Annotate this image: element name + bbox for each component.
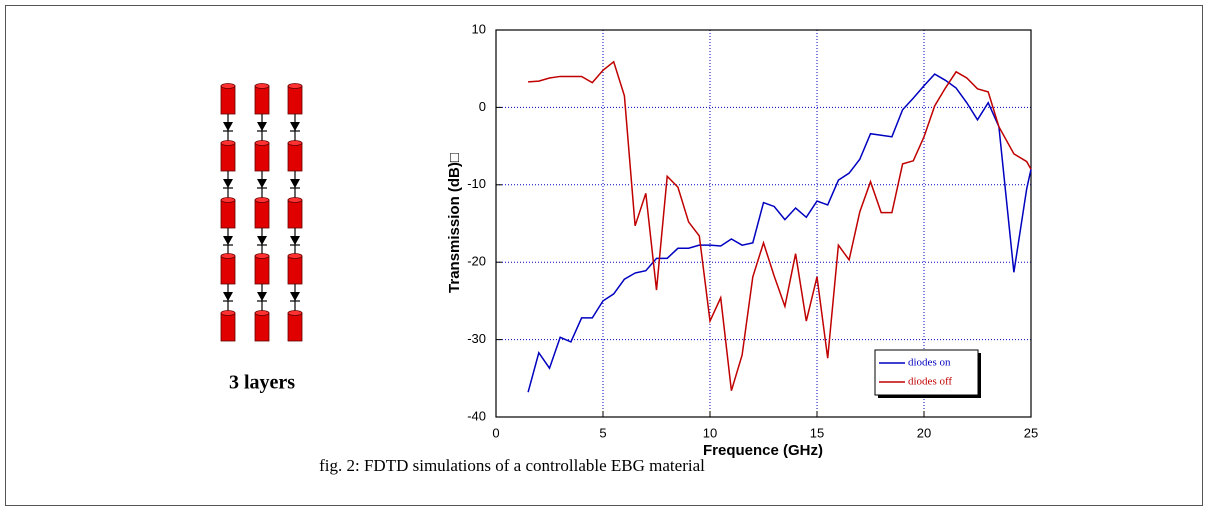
cylinder [220,142,236,172]
x-tick-label: 25 [1024,425,1038,440]
illustration [220,83,303,342]
cylinder [254,142,270,172]
illustration-label: 3 layers [229,372,295,394]
x-tick-label: 15 [810,425,824,440]
cylinder [287,85,303,115]
x-tick-label: 5 [599,425,606,440]
diode [223,122,233,131]
x-tick-label: 10 [703,425,717,440]
cylinder-top [287,83,303,89]
legend-label: diodes on [908,357,951,369]
cylinder [254,255,270,285]
diode [290,122,300,131]
diode [257,236,267,245]
plot-frame [495,29,1032,418]
cylinder-top [254,253,270,259]
cylinder [254,199,270,229]
legend-shadow [978,353,981,398]
diode [223,292,233,301]
figure-border [5,5,1203,506]
data-line [528,60,1032,391]
diode [290,292,300,301]
y-tick-label: -10 [467,176,486,191]
cylinder-top [254,83,270,89]
cylinder [254,85,270,115]
cylinder-top [254,310,270,316]
diode [223,179,233,188]
diode [257,292,267,301]
cylinder-top [220,310,236,316]
cylinder [220,85,236,115]
cylinder-top [220,253,236,259]
cylinder-top [254,197,270,203]
x-tick-label: 0 [492,425,499,440]
y-tick-label: 10 [472,21,486,36]
legend-shadow [878,395,981,398]
cylinder [287,142,303,172]
cylinder [254,312,270,342]
y-tick-label: -40 [467,408,486,423]
cylinder-top [220,83,236,89]
cylinder-top [220,140,236,146]
cylinder [287,255,303,285]
legend-label: diodes off [908,376,952,388]
y-tick-label: -20 [467,254,486,269]
cylinder-top [254,140,270,146]
cylinder [220,255,236,285]
cylinder-top [287,253,303,259]
x-axis-title: Frequence (GHz) [703,442,823,459]
cylinder-top [220,197,236,203]
cylinder [287,312,303,342]
caption: fig. 2: FDTD simulations of a controllab… [319,456,705,475]
cylinder [220,199,236,229]
cylinder [287,199,303,229]
cylinder-top [287,310,303,316]
diode [257,122,267,131]
data-line [527,73,1032,393]
cylinder-top [287,197,303,203]
y-axis-title: Transmission (dB)□ [446,153,463,293]
x-tick-label: 20 [917,425,931,440]
diode [257,179,267,188]
y-tick-label: 0 [479,99,486,114]
y-tick-label: -30 [467,331,486,346]
diode [290,179,300,188]
diode [223,236,233,245]
diode [290,236,300,245]
cylinder [220,312,236,342]
cylinder-top [287,140,303,146]
